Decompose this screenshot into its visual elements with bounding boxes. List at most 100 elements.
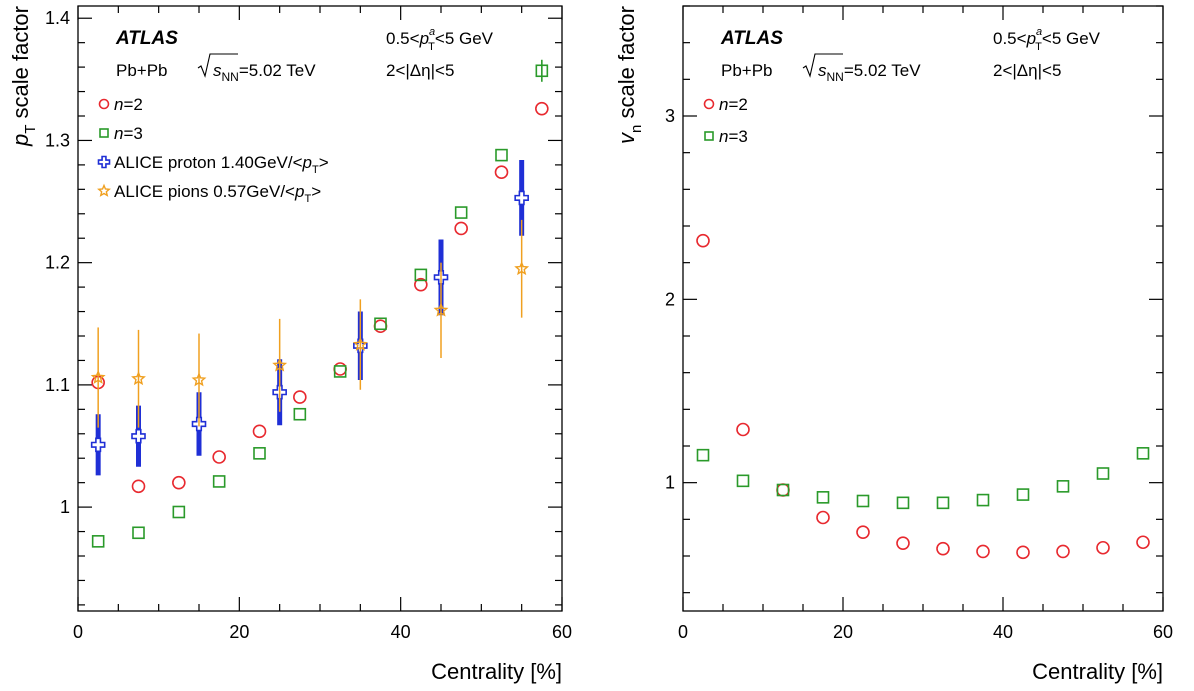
data-point — [936, 496, 950, 510]
legend-entry: ALICE proton 1.40GeV/<pT> — [97, 153, 329, 176]
data-point — [414, 277, 428, 292]
legend-marker — [703, 98, 715, 110]
data-point — [1096, 467, 1110, 480]
atlas-label: ATLAS — [720, 28, 783, 49]
y-tick-label: 1 — [665, 473, 675, 493]
data-point — [776, 483, 790, 497]
x-tick-label: 60 — [552, 622, 572, 642]
system-label: Pb+Pb — [116, 61, 168, 80]
data-point — [90, 369, 106, 384]
data-point — [816, 510, 830, 525]
data-point — [736, 422, 750, 437]
legend-entry: n=2 — [703, 95, 748, 114]
data-point — [495, 148, 508, 162]
y-tick-label: 2 — [665, 289, 675, 309]
data-point — [1056, 544, 1070, 559]
data-point — [896, 536, 910, 550]
y-tick-label: 3 — [665, 106, 675, 126]
y-axis-label: pT scale factor — [8, 6, 39, 147]
data-point — [172, 505, 186, 519]
data-point — [253, 447, 266, 460]
legend-entry: n=2 — [98, 95, 143, 114]
legend-entry: n=3 — [99, 124, 143, 143]
data-point — [454, 221, 468, 236]
data-point — [936, 541, 950, 556]
data-point — [696, 448, 710, 462]
data-point — [535, 101, 549, 116]
data-point — [374, 317, 387, 331]
sqrt-symbol — [802, 53, 843, 78]
pt-range-label: 0.5<pa T<5 GeV — [993, 26, 1101, 53]
legend-label: n=3 — [114, 124, 143, 143]
x-tick-label: 20 — [229, 622, 249, 642]
data-point — [736, 474, 750, 488]
legend-label: n=3 — [719, 127, 748, 146]
x-axis-label: Centrality [%] — [431, 659, 562, 684]
data-point — [1056, 480, 1070, 493]
data-point — [91, 535, 105, 548]
energy-label: sNN=5.02 TeV — [818, 61, 921, 84]
data-point — [494, 165, 509, 180]
atlas-label: ATLAS — [115, 28, 178, 49]
legend-label: n=2 — [114, 95, 143, 114]
legend-label: ALICE proton 1.40GeV/<pT> — [114, 153, 329, 176]
plot-frame — [77, 5, 563, 612]
data-point — [514, 190, 529, 206]
pt-range-label: 0.5<pa T<5 GeV — [386, 26, 494, 53]
legend-marker — [97, 183, 111, 197]
deta-label: 2<|Δη|<5 — [993, 61, 1061, 80]
energy-label: sNN=5.02 TeV — [213, 61, 316, 84]
series-square — [696, 447, 1150, 510]
series-circle — [91, 101, 549, 494]
legend-marker — [97, 155, 111, 169]
data-point — [1016, 545, 1030, 560]
legend-label: ALICE pions 0.57GeV/<pT> — [114, 182, 321, 205]
data-point — [696, 233, 710, 248]
y-axis-label: vn scale factor — [614, 6, 645, 144]
data-point — [131, 428, 146, 444]
data-point — [212, 475, 226, 488]
data-point — [896, 496, 910, 510]
data-point — [252, 424, 267, 439]
data-point — [1136, 447, 1150, 460]
right-panel: 0 20 40 60 1 2 3 Centrality [%] vn scale factor A… — [614, 5, 1173, 684]
deta-label: 2<|Δη|<5 — [386, 61, 454, 80]
data-point — [131, 479, 146, 494]
data-point — [131, 370, 146, 386]
data-point — [414, 268, 428, 282]
data-point — [776, 483, 790, 497]
data-point — [856, 494, 870, 508]
series-square — [91, 59, 549, 548]
x-tick-label: 0 — [73, 622, 83, 642]
data-point — [1016, 488, 1030, 501]
x-axis-label: Centrality [%] — [1032, 659, 1163, 684]
y-tick-label: 1.4 — [45, 8, 70, 28]
x-tick-label: 60 — [1153, 622, 1173, 642]
legend-marker — [98, 98, 110, 110]
system-label: Pb+Pb — [721, 61, 773, 80]
x-tick-label: 0 — [678, 622, 688, 642]
data-point — [352, 336, 368, 351]
y-tick-label: 1.2 — [45, 253, 70, 273]
data-point — [132, 526, 145, 540]
left-panel: 0 20 40 60 1 1.1 1.2 1.3 1.4 Centrality [%] pT sca… — [8, 5, 572, 684]
data-point — [976, 544, 990, 559]
y-tick-label: 1.1 — [45, 375, 70, 395]
x-tick-label: 20 — [833, 622, 853, 642]
legend-label: n=2 — [719, 95, 748, 114]
series-circle — [696, 233, 1150, 560]
data-point — [1136, 535, 1150, 550]
data-point — [1096, 540, 1110, 555]
data-point — [90, 437, 106, 453]
legend-marker — [99, 128, 109, 138]
data-point — [454, 206, 468, 219]
legend-marker — [704, 131, 714, 141]
data-point — [514, 260, 530, 276]
legend-entry: ALICE pions 0.57GeV/<pT> — [97, 182, 321, 205]
data-point — [212, 450, 226, 464]
y-tick-label: 1 — [60, 497, 70, 517]
data-point — [191, 372, 207, 387]
x-tick-label: 40 — [391, 622, 411, 642]
data-point — [816, 491, 830, 504]
data-point — [333, 365, 347, 378]
